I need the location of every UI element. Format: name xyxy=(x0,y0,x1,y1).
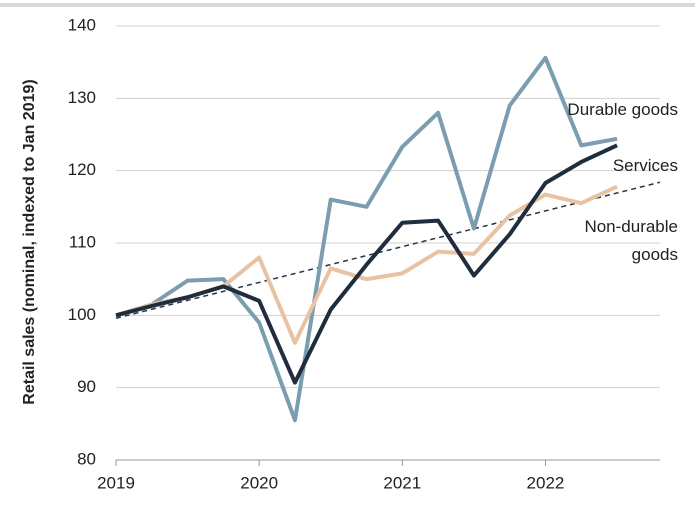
y-tick-label: 90 xyxy=(77,377,96,396)
series-label: Non-durable goods xyxy=(584,217,678,264)
x-tick-label: 2019 xyxy=(97,473,135,492)
y-axis-label: Retail sales (nominal, indexed to Jan 20… xyxy=(21,79,38,404)
series-label: Services xyxy=(612,156,678,175)
y-tick-label: 130 xyxy=(68,88,96,107)
x-tick-label: 2022 xyxy=(527,473,565,492)
y-tick-label: 100 xyxy=(68,305,96,324)
y-tick-label: 110 xyxy=(69,232,96,251)
y-tick-label: 120 xyxy=(68,160,96,179)
y-tick-label: 80 xyxy=(77,449,96,468)
x-tick-label: 2021 xyxy=(383,473,421,492)
series-line xyxy=(115,143,618,385)
trend-line xyxy=(115,181,661,319)
x-tick-label: 2020 xyxy=(240,473,278,492)
series-label: Durable goods xyxy=(567,100,678,119)
y-tick-label: 140 xyxy=(68,15,96,34)
series-line xyxy=(115,55,618,423)
top-bar xyxy=(0,3,695,7)
